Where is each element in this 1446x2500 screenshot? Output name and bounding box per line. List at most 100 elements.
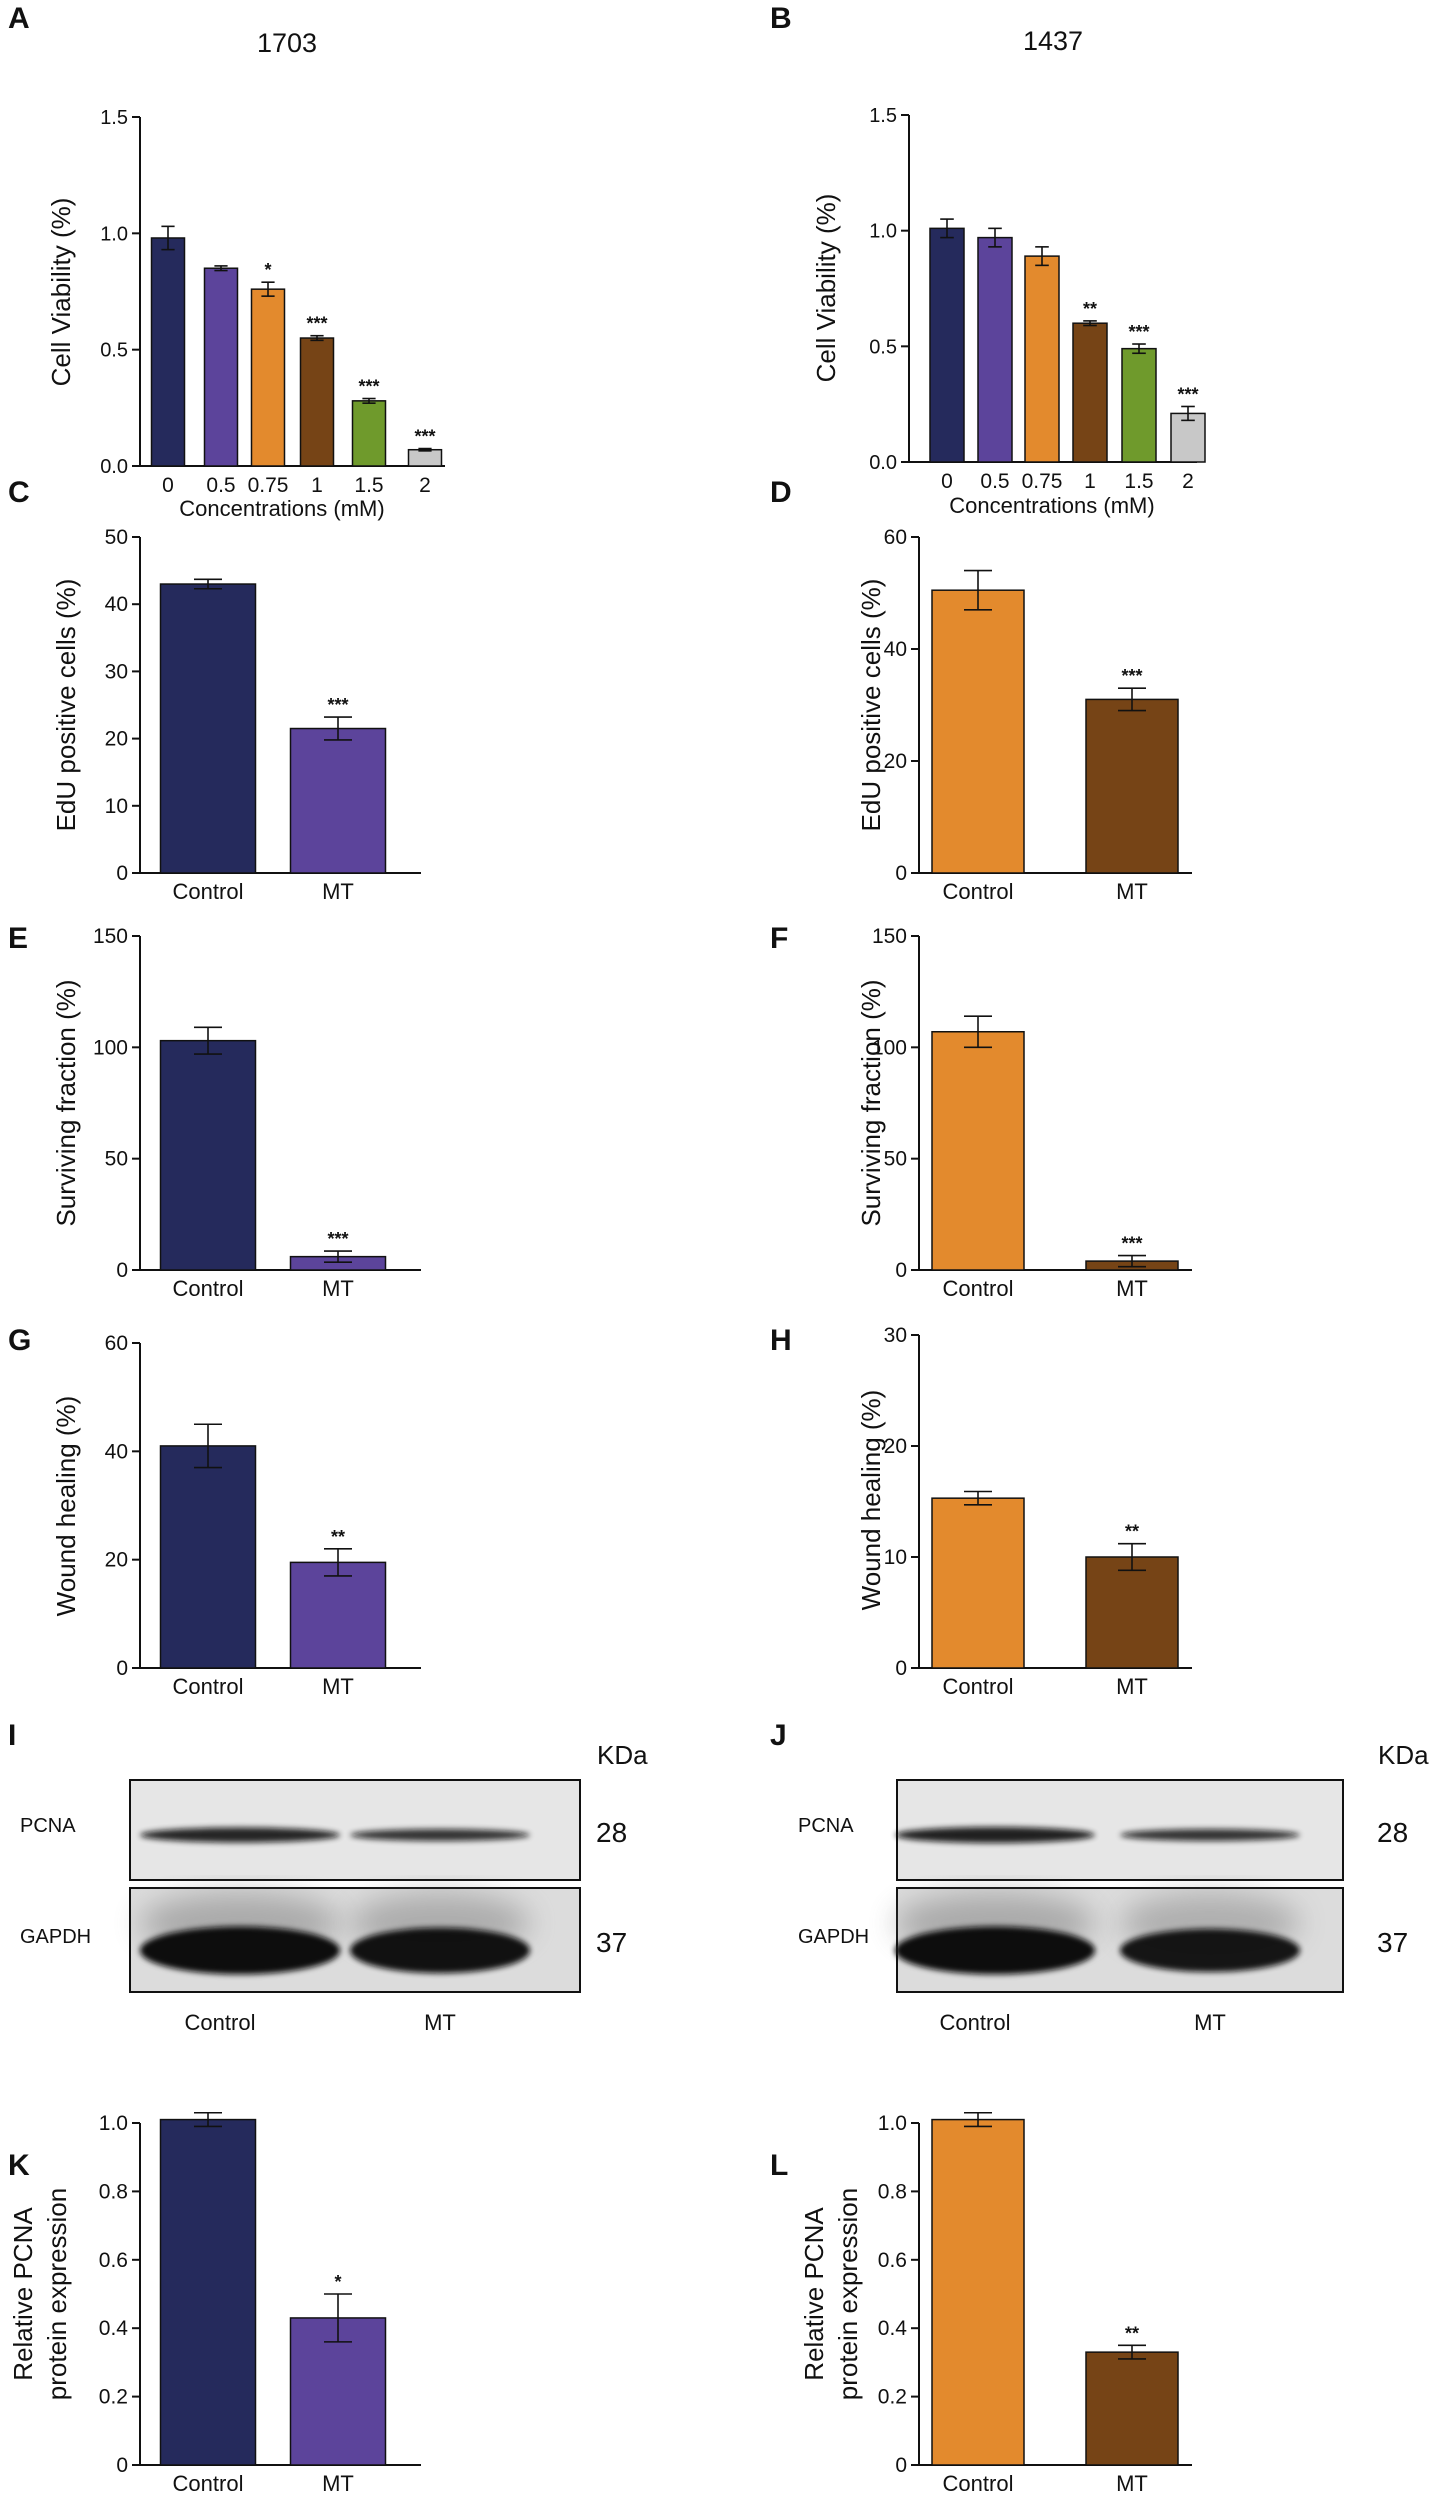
western-blot-j: J KDa PCNA 28 GAPDH 37 Control MT (770, 1719, 1429, 2035)
panel-letter: E (8, 922, 28, 955)
bar-1.5 (1121, 347, 1157, 463)
kda-value: 28 (596, 1817, 627, 1848)
x-tick-label: 1.5 (1124, 470, 1153, 493)
panel-letter: G (8, 1324, 31, 1357)
chart-title: 1437 (1023, 26, 1083, 56)
x-tick-label: MT (1116, 1276, 1148, 1301)
y-tick-label: 1.0 (99, 2112, 128, 2135)
y-tick-label: 0 (895, 862, 907, 885)
y-tick-label: 100 (93, 1036, 128, 1059)
panel-letter: H (770, 1324, 792, 1357)
protein-label: PCNA (798, 1815, 854, 1837)
y-tick-label: 0 (116, 1259, 128, 1282)
significance-label: *** (1177, 384, 1198, 404)
y-tick-label: 0.4 (99, 2317, 129, 2340)
blot-strip-pcna (895, 1779, 1344, 1881)
significance-label: *** (1128, 322, 1149, 342)
lane-label: MT (424, 2010, 456, 2035)
x-tick-label: 0 (162, 474, 174, 497)
panel-letter: D (770, 476, 792, 509)
x-tick-label: MT (322, 1276, 354, 1301)
significance-label: *** (327, 1229, 348, 1249)
chart-panel-d: D 0 20 40 60 Control *** MT EdU positive cells (… (770, 476, 1192, 904)
y-tick-label: 0 (895, 1657, 907, 1680)
y-tick-label: 0.0 (100, 456, 128, 478)
y-tick-label: 0.6 (878, 2249, 907, 2272)
x-tick-label: Control (173, 1674, 244, 1699)
y-tick-label: 0.5 (100, 340, 128, 362)
y-tick-label: 0 (116, 2454, 128, 2477)
x-tick-label: Control (173, 1276, 244, 1301)
x-tick-label: 2 (419, 474, 431, 497)
y-tick-label: 30 (884, 1324, 907, 1347)
lane-label: Control (185, 2010, 256, 2035)
panel-letter: F (770, 922, 788, 955)
y-axis-label: Cell Viability (%) (46, 198, 76, 387)
x-tick-label: MT (322, 1674, 354, 1699)
x-tick-label: 1 (311, 474, 323, 497)
band-gapdh-mt (350, 1927, 530, 1974)
significance-label: *** (358, 377, 379, 397)
protein-label: GAPDH (20, 1926, 91, 1948)
bar-1 (1072, 322, 1108, 463)
y-tick-label: 0 (116, 862, 128, 885)
bar-control (931, 589, 1025, 874)
y-axis-label: Relative PCNA (799, 2207, 829, 2381)
bar-control (159, 583, 257, 874)
bar-control (931, 2118, 1025, 2466)
bar-0.75 (1024, 255, 1060, 463)
y-tick-label: 60 (105, 1332, 128, 1355)
bar-mt (1085, 698, 1179, 874)
x-tick-label: 0 (941, 470, 953, 493)
y-tick-label: 60 (884, 526, 907, 549)
significance-label: ** (1125, 1522, 1139, 1542)
y-tick-label: 1.5 (869, 105, 897, 127)
kda-unit-label: KDa (1378, 1740, 1429, 1770)
chart-panel-l: L 0 0.2 0.4 0.6 0.8 1.0 Control ** MT Relative PCN… (770, 2111, 1192, 2496)
significance-label: * (334, 2272, 341, 2292)
lane-label: Control (940, 2010, 1011, 2035)
x-tick-label: 0.75 (1022, 470, 1063, 493)
protein-label: GAPDH (798, 1926, 869, 1948)
bar-1.5 (351, 400, 387, 467)
y-axis-label: Surviving fraction (%) (856, 979, 886, 1226)
x-tick-label: MT (1116, 879, 1148, 904)
y-tick-label: 10 (884, 1546, 907, 1569)
y-tick-label: 1.0 (878, 2112, 907, 2135)
bar-mt (1085, 1556, 1179, 1669)
y-tick-label: 20 (105, 728, 128, 751)
y-tick-label: 0.0 (869, 452, 897, 474)
chart-panel-k: K 0 0.2 0.4 0.6 0.8 1.0 Control * MT Relative PCNA… (8, 2111, 421, 2496)
panel-letter: J (770, 1719, 787, 1752)
kda-unit-label: KDa (597, 1740, 648, 1770)
x-tick-label: Control (173, 879, 244, 904)
y-tick-label: 20 (105, 1549, 128, 1572)
chart-panel-f: F 0 50 100 150 Control *** MT Surviving fraction… (770, 922, 1192, 1301)
y-tick-label: 0.8 (99, 2180, 128, 2203)
panel-letter: A (8, 2, 30, 35)
band-gapdh-control (140, 1926, 340, 1975)
y-tick-label: 10 (105, 795, 128, 818)
x-tick-label: 0.5 (206, 474, 235, 497)
y-tick-label: 1.5 (100, 107, 128, 129)
y-tick-label: 20 (884, 750, 907, 773)
y-tick-label: 0.2 (878, 2386, 907, 2409)
y-axis-label: Relative PCNA (8, 2207, 38, 2381)
x-tick-label: MT (322, 879, 354, 904)
y-tick-label: 0 (116, 1657, 128, 1680)
significance-label: ** (331, 1527, 345, 1547)
y-tick-label: 150 (872, 925, 907, 948)
bar-control (159, 2118, 257, 2466)
y-tick-label: 30 (105, 660, 128, 683)
bar-control (931, 1497, 1025, 1669)
panel-letter: C (8, 476, 30, 509)
x-tick-label: Control (173, 2471, 244, 2496)
y-tick-label: 0.6 (99, 2249, 128, 2272)
y-tick-label: 0 (895, 1259, 907, 1282)
significance-label: *** (306, 314, 327, 334)
y-axis-label: Surviving fraction (%) (51, 979, 81, 1226)
western-blot-i: I KDa PCNA 28 GAPDH 37 Control MT (8, 1719, 648, 2035)
band-gapdh-control (895, 1926, 1095, 1975)
panel-letter: L (770, 2149, 788, 2182)
bar-mt (289, 1561, 387, 1669)
